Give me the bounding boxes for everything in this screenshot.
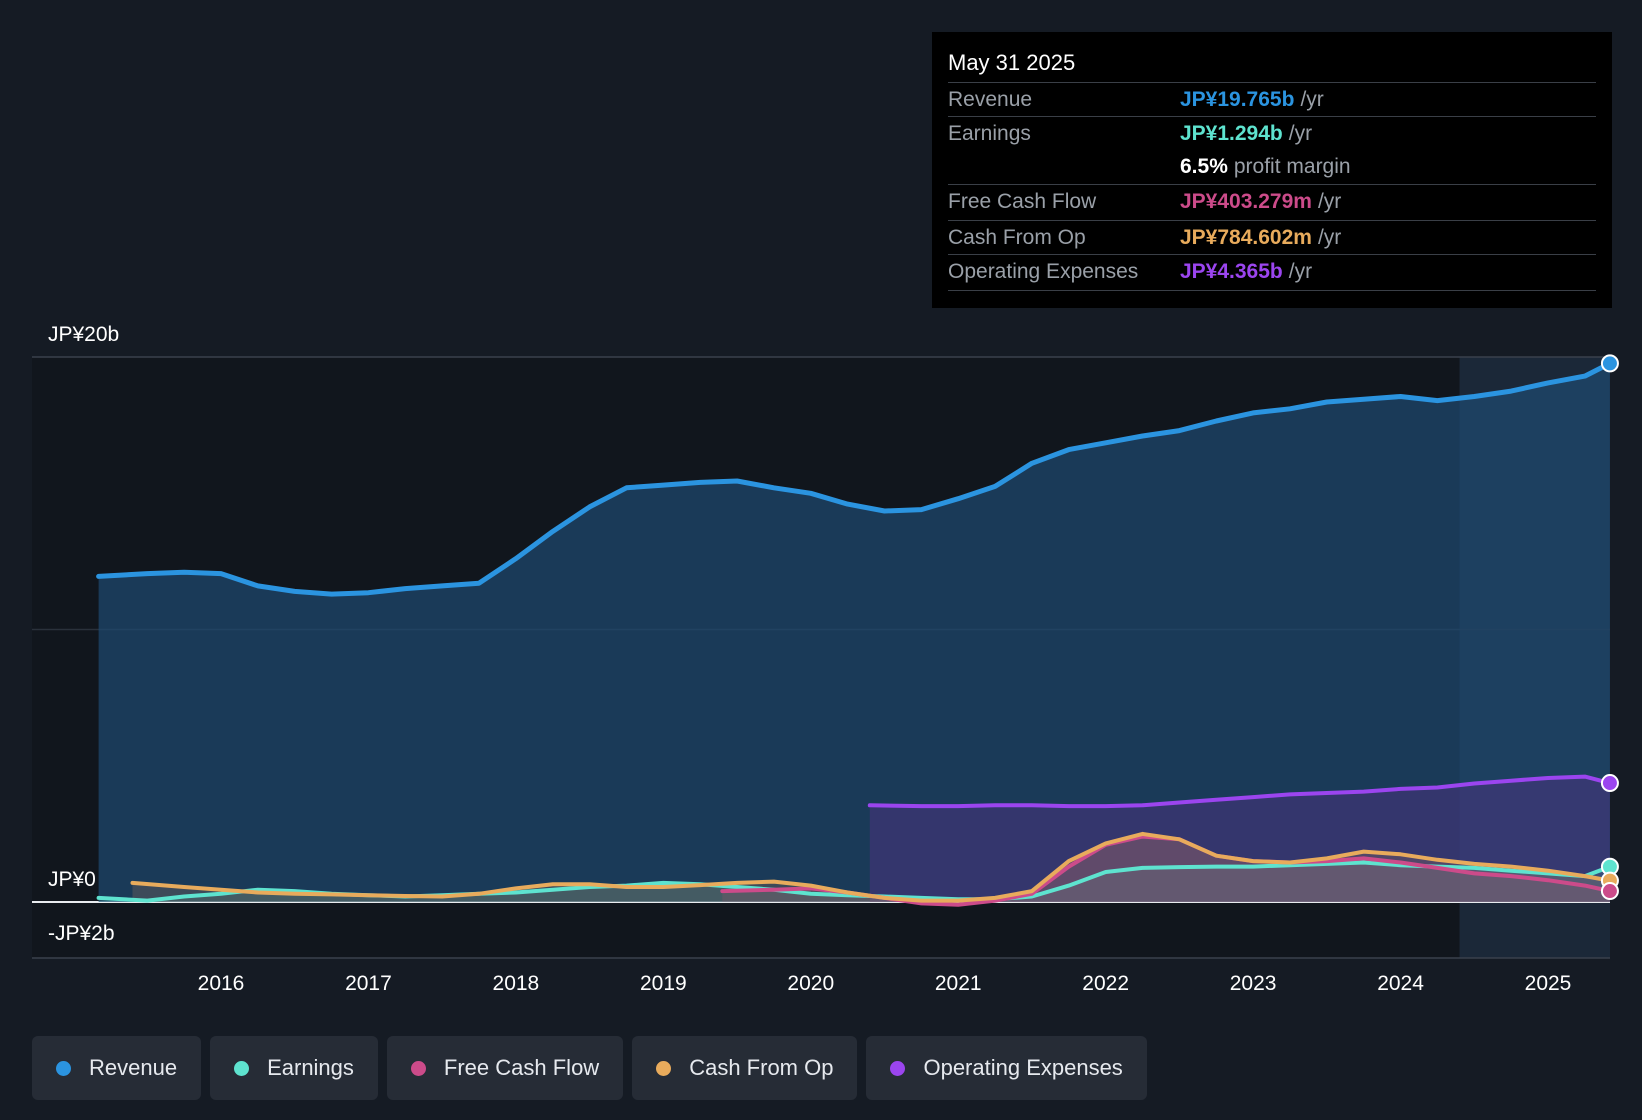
- chart-canvas: JP¥20b JP¥0 -JP¥2b 2016 2017 2018 2019 2020 202…: [32, 323, 1619, 995]
- free-cash-flow-end-marker: [1600, 882, 1619, 901]
- tooltip-row-cash-from-op: Cash From Op JP¥784.602m/yr: [948, 220, 1596, 255]
- tooltip-value: JP¥784.602m/yr: [1180, 226, 1342, 249]
- legend-item-earnings[interactable]: Earnings: [210, 1036, 378, 1100]
- legend-item-operating-expenses[interactable]: Operating Expenses: [866, 1036, 1147, 1100]
- cash-from-op-dot-icon: [656, 1060, 672, 1076]
- revenue-line: [96, 360, 1613, 597]
- x-axis-label-2021: 2021: [935, 972, 982, 995]
- tooltip-row-revenue: Revenue JP¥19.765b/yr: [948, 82, 1596, 117]
- x-axis-label-2024: 2024: [1377, 972, 1424, 995]
- tooltip-row-earnings: Earnings JP¥1.294b/yr: [948, 116, 1596, 151]
- tooltip-row-profit-margin: 6.5% profit margin: [948, 150, 1596, 184]
- revenue-end-marker: [1600, 354, 1619, 373]
- operating-expenses-dot-icon: [890, 1060, 906, 1076]
- tooltip-label: Free Cash Flow: [948, 190, 1097, 213]
- cash-from-op-line: [130, 831, 1612, 903]
- x-axis-labels: 2016 2017 2018 2019 2020 2021 2022 2023 2024 2025: [198, 972, 1572, 995]
- legend-item-revenue[interactable]: Revenue: [32, 1036, 202, 1100]
- tooltip-value: 6.5% profit margin: [1180, 155, 1351, 178]
- cash-from-op-area: [132, 833, 1610, 902]
- legend-label: Operating Expenses: [923, 1055, 1123, 1080]
- x-axis-label-2018: 2018: [493, 972, 540, 995]
- y-axis-label: JP¥20b: [48, 323, 119, 346]
- legend-item-free-cash-flow[interactable]: Free Cash Flow: [386, 1036, 624, 1100]
- tooltip-value: JP¥403.279m/yr: [1180, 190, 1342, 213]
- tooltip-label: Revenue: [948, 88, 1033, 111]
- tooltip-divider: [948, 290, 1596, 291]
- x-axis-label-2020: 2020: [787, 972, 834, 995]
- x-axis-label-2016: 2016: [198, 972, 245, 995]
- series-end-markers: [1600, 354, 1619, 901]
- free-cash-flow-dot-icon: [410, 1060, 426, 1076]
- tooltip-label: Operating Expenses: [948, 260, 1139, 283]
- tooltip-label: Cash From Op: [948, 226, 1086, 249]
- tooltip-panel: May 31 2025 Revenue JP¥19.765b/yr Earnin…: [932, 32, 1612, 308]
- earnings-area: [98, 862, 1610, 902]
- legend-label: Free Cash Flow: [443, 1055, 600, 1080]
- revenue-dot-icon: [56, 1060, 71, 1076]
- operating-expenses-end-marker: [1600, 774, 1619, 793]
- legend-label: Earnings: [267, 1055, 354, 1080]
- legend-label: Cash From Op: [689, 1055, 834, 1080]
- tooltip-row-operating-expenses: Operating Expenses JP¥4.365b/yr: [948, 254, 1596, 289]
- tooltip-value: JP¥19.765b/yr: [1180, 88, 1324, 111]
- x-axis-label-2025: 2025: [1525, 972, 1572, 995]
- legend-item-cash-from-op[interactable]: Cash From Op: [632, 1036, 858, 1100]
- legend-label: Revenue: [89, 1055, 178, 1080]
- y-axis-label: JP¥0: [48, 868, 96, 891]
- earnings-dot-icon: [234, 1060, 250, 1076]
- x-axis-label-2023: 2023: [1230, 972, 1277, 995]
- tooltip-row-free-cash-flow: Free Cash Flow JP¥403.279m/yr: [948, 184, 1596, 219]
- tooltip-value: JP¥1.294b/yr: [1180, 122, 1313, 145]
- x-axis-label-2017: 2017: [345, 972, 392, 995]
- y-axis-label: -JP¥2b: [48, 922, 115, 945]
- free-cash-flow-area: [722, 836, 1610, 905]
- tooltip-value: JP¥4.365b/yr: [1180, 260, 1313, 283]
- x-axis-label-2022: 2022: [1082, 972, 1129, 995]
- x-axis-label-2019: 2019: [640, 972, 687, 995]
- series-lines: [96, 360, 1613, 907]
- revenue-area: [98, 363, 1610, 902]
- y-axis-labels: JP¥20b JP¥0 -JP¥2b: [48, 323, 119, 945]
- legend: Revenue Earnings Free Cash Flow Cash Fro…: [32, 1036, 1147, 1100]
- tooltip-label: Earnings: [948, 122, 1031, 145]
- tooltip-date: May 31 2025: [948, 50, 1076, 75]
- operating-expenses-line: [867, 774, 1612, 809]
